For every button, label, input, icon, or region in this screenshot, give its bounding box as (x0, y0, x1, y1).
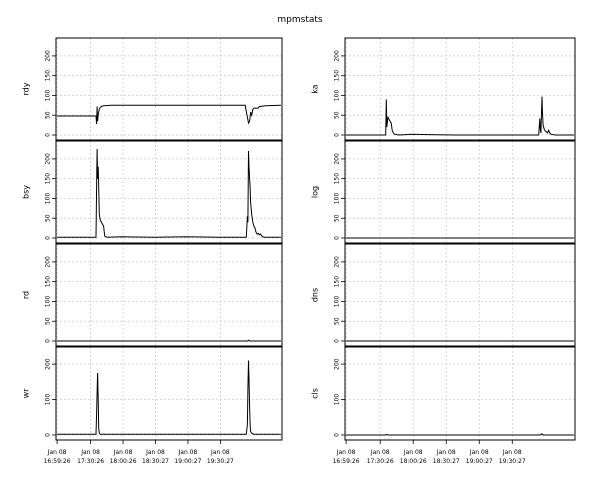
x-tick-label: Jan 08 (178, 449, 198, 456)
series-line-rd (57, 339, 281, 342)
y-tick-label: 200 (45, 256, 52, 268)
y-tick-label: 50 (334, 111, 341, 119)
y-tick-label: 0 (334, 236, 341, 240)
x-tick-label: 17:30:26 (367, 458, 394, 465)
y-tick-label: 50 (334, 317, 341, 325)
y-tick-label: 0 (334, 133, 341, 137)
series-line-wr (57, 360, 281, 435)
y-tick-label: 150 (334, 70, 341, 82)
y-tick-label: 200 (45, 153, 52, 165)
panel-frame (344, 243, 576, 347)
y-tick-label: 200 (45, 50, 52, 62)
y-tick-label: 150 (45, 276, 52, 288)
x-tick-label: 18:30:27 (433, 458, 460, 465)
x-tick-label: 17:30:26 (77, 458, 104, 465)
panel-frame (55, 37, 283, 141)
y-tick-label: 150 (334, 173, 341, 185)
panel-frame (344, 140, 576, 244)
x-tick-label: 19:00:27 (466, 458, 493, 465)
panel-wr: 0 100 200 wr Jan 08 16:59:26 Jan 08 17:30:26 Jan… (22, 346, 283, 465)
panel-rdy: 0 50 100 150 200 rdy (22, 37, 283, 141)
panel-frame (55, 243, 283, 347)
y-axis-label: dns (311, 288, 320, 302)
x-tick-label: Jan 08 (80, 449, 100, 456)
y-tick-label: 150 (334, 276, 341, 288)
figure-title: mpmstats (277, 15, 323, 25)
y-tick-label: 0 (45, 339, 52, 343)
y-tick-label: 150 (45, 70, 52, 82)
x-tick-label: Jan 08 (502, 449, 522, 456)
series-line-bsy (57, 148, 281, 238)
y-tick-label: 100 (45, 296, 52, 308)
x-tick-label: Jan 08 (210, 449, 230, 456)
y-tick-label: 0 (334, 433, 341, 437)
panel-log: 0 50 100 150 200 log (311, 140, 576, 244)
x-tick-label: 18:30:27 (142, 458, 169, 465)
y-axis-label: rd (22, 291, 31, 299)
x-tick-label: 18:00:26 (110, 458, 137, 465)
y-tick-label: 50 (334, 214, 341, 222)
y-axis-label: wr (22, 388, 31, 399)
y-tick-label: 200 (45, 358, 52, 370)
panel-dns: 0 50 100 150 200 dns (311, 243, 576, 347)
x-tick-label: Jan 08 (469, 449, 489, 456)
y-tick-label: 200 (334, 256, 341, 268)
y-tick-label: 100 (45, 394, 52, 406)
panel-frame (55, 140, 283, 244)
x-tick-label: Jan 08 (436, 449, 456, 456)
y-tick-label: 50 (45, 317, 52, 325)
y-axis-label: cls (311, 388, 320, 399)
x-tick-label: Jan 08 (370, 449, 390, 456)
x-tick-label: 19:30:27 (499, 458, 526, 465)
x-tick-label: 19:00:27 (174, 458, 201, 465)
y-tick-label: 100 (334, 90, 341, 102)
y-axis-label: rdy (22, 82, 31, 95)
y-tick-label: 100 (334, 193, 341, 205)
panel-cls: 0 100 200 cls Jan 08 16:59:26 Jan 08 17:30:26 Ja… (311, 346, 576, 465)
panel-bsy: 0 50 100 150 200 bsy (22, 140, 283, 244)
panels-grid: 0 50 100 150 200 rdy 0 50 100 150 200 ka 0 50 100 150 20… (22, 37, 576, 465)
y-tick-label: 100 (45, 193, 52, 205)
y-tick-label: 0 (334, 339, 341, 343)
y-tick-label: 200 (334, 153, 341, 165)
x-tick-label: 16:59:26 (44, 458, 71, 465)
y-tick-label: 50 (45, 111, 52, 119)
y-tick-label: 200 (334, 50, 341, 62)
series-line-rdy (57, 104, 281, 125)
x-tick-label: 19:30:27 (207, 458, 234, 465)
y-tick-label: 150 (45, 173, 52, 185)
series-line-cls (346, 433, 574, 436)
y-tick-label: 100 (334, 394, 341, 406)
panel-frame (344, 37, 576, 141)
y-tick-label: 0 (45, 433, 52, 437)
y-tick-label: 0 (45, 236, 52, 240)
y-tick-label: 50 (45, 214, 52, 222)
x-tick-label: Jan 08 (336, 449, 356, 456)
panel-ka: 0 50 100 150 200 ka (311, 37, 576, 141)
x-tick-label: 16:59:26 (333, 458, 360, 465)
x-tick-label: Jan 08 (47, 449, 67, 456)
panel-rd: 0 50 100 150 200 rd (22, 243, 283, 347)
series-line-ka (346, 96, 574, 136)
x-tick-label: Jan 08 (113, 449, 133, 456)
y-tick-label: 100 (334, 296, 341, 308)
x-tick-label: 18:00:26 (400, 458, 427, 465)
y-tick-label: 200 (334, 358, 341, 370)
y-axis-label: bsy (22, 185, 31, 199)
y-axis-label: log (311, 186, 320, 198)
y-tick-label: 100 (45, 90, 52, 102)
y-tick-label: 0 (45, 133, 52, 137)
panel-frame (55, 346, 283, 441)
x-tick-label: Jan 08 (403, 449, 423, 456)
y-axis-label: ka (311, 84, 320, 93)
x-tick-label: Jan 08 (145, 449, 165, 456)
panel-frame (344, 346, 576, 441)
